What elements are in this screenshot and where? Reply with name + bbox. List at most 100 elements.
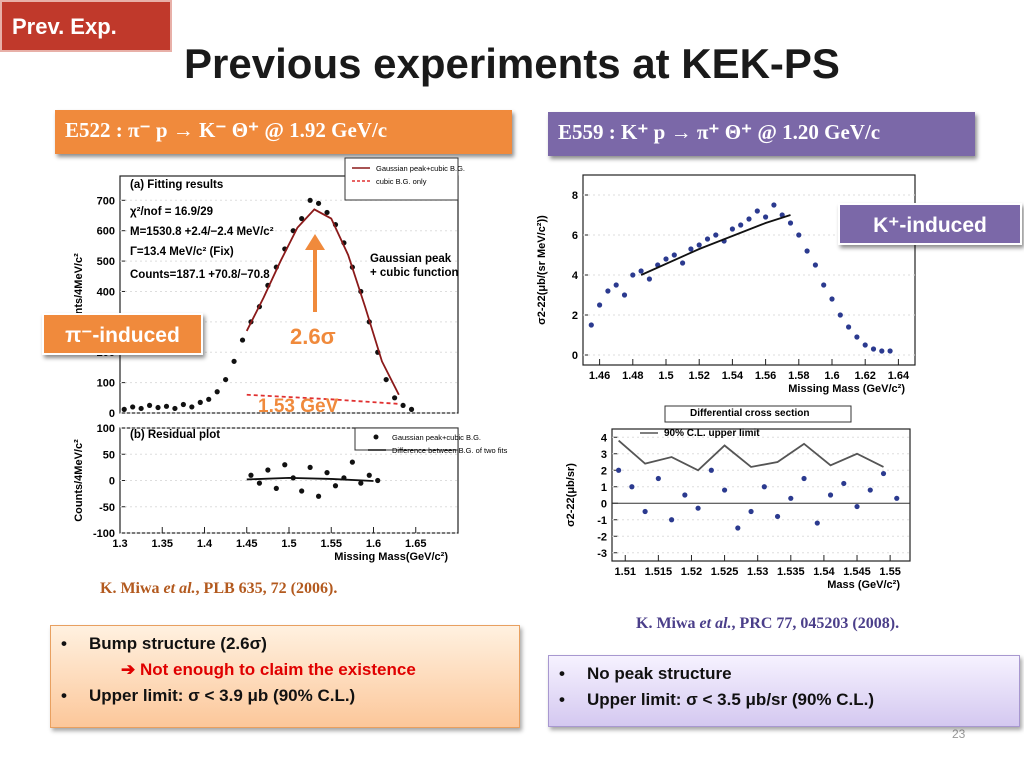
slide-title: Previous experiments at KEK-PS (184, 40, 840, 87)
data-point (738, 222, 744, 228)
y-tick-label: -3 (597, 548, 607, 560)
data-point (223, 376, 229, 383)
x-tick-label: 1.48 (622, 370, 643, 382)
bullet-text: No peak structure (587, 664, 732, 683)
y-tick-label: 500 (97, 256, 115, 268)
data-point (696, 242, 702, 248)
data-point (315, 200, 322, 206)
plot-annotation: χ²/nof = 16.9/29 (130, 206, 213, 218)
y-tick-label: -100 (93, 528, 115, 540)
x-tick-label: 1.58 (788, 370, 809, 382)
data-point (837, 312, 843, 318)
plot-annotation: M=1530.8 +2.4/−2.4 MeV/c² (130, 226, 274, 238)
x-tick-label: 1.35 (152, 538, 173, 550)
data-point (400, 402, 406, 409)
data-point (695, 505, 701, 511)
data-point (172, 405, 178, 412)
data-point (688, 246, 694, 252)
x-tick-label: 1.525 (711, 566, 739, 578)
section-tag: Prev. Exp. (0, 0, 172, 52)
x-tick-label: 1.65 (405, 538, 426, 550)
x-tick-label: 1.4 (197, 538, 213, 550)
data-point (669, 517, 675, 523)
data-point (854, 334, 860, 340)
y-tick-label: 2 (572, 310, 578, 322)
x-tick-label: 1.51 (615, 566, 636, 578)
x-tick-label: 1.545 (843, 566, 871, 578)
data-point (358, 480, 364, 486)
y-tick-label: 1 (601, 482, 607, 494)
data-point (597, 302, 603, 308)
data-point (315, 493, 322, 499)
data-point (121, 406, 127, 412)
data-point (663, 256, 669, 262)
x-tick-label: 1.52 (688, 370, 709, 382)
data-point (763, 214, 769, 220)
x-tick-label: 1.54 (722, 370, 744, 382)
bullet: • Upper limit: σ < 3.9 μb (90% C.L.) (61, 686, 356, 705)
data-point (231, 358, 237, 364)
data-point (273, 485, 279, 491)
x-tick-label: 1.3 (112, 538, 127, 550)
data-point (735, 525, 741, 531)
data-point (180, 401, 186, 408)
x-axis-label: Missing Mass (GeV/c²) (788, 383, 905, 395)
data-point (804, 248, 810, 254)
data-point (746, 216, 752, 222)
bullet-text: Upper limit: σ < 3.5 μb/sr (90% C.L.) (587, 690, 875, 709)
y-tick-label: 2 (601, 465, 607, 477)
data-point (655, 475, 661, 482)
data-point (349, 459, 355, 465)
data-point (324, 209, 330, 216)
data-point (812, 262, 819, 268)
x-axis-label: Missing Mass(GeV/c²) (334, 551, 448, 563)
data-point (721, 487, 728, 493)
data-point (299, 488, 305, 494)
data-point (638, 268, 644, 274)
legend-label: Gaussian peak+cubic B.G. (376, 164, 465, 173)
data-point (248, 472, 254, 478)
data-point (704, 236, 711, 242)
legend-box (354, 427, 459, 451)
right-bullets: • No peak structure • Upper limit: σ < 3.5… (548, 655, 1020, 727)
legend-label: 90% C.L. upper limit (664, 428, 760, 439)
sub-bullet: ➔ Not enough to claim the existence (121, 660, 416, 679)
et-al: et al. (699, 615, 732, 632)
x-tick-label: 1.6 (366, 538, 381, 550)
data-point (729, 226, 736, 232)
x-tick-label: 1.515 (645, 566, 673, 578)
y-tick-label: 8 (572, 190, 578, 202)
x-tick-label: 1.5 (281, 538, 296, 550)
x-axis-label: Mass (GeV/c²) (827, 579, 900, 591)
data-point (307, 464, 313, 470)
series-line (245, 208, 400, 396)
data-point (307, 197, 313, 203)
data-point (801, 475, 807, 482)
y-tick-label: 600 (97, 226, 115, 238)
series-line (640, 214, 791, 276)
data-point (605, 288, 611, 294)
x-tick-label: 1.6 (824, 370, 839, 382)
x-tick-label: 1.535 (777, 566, 805, 578)
data-point (383, 376, 389, 383)
data-point (629, 484, 635, 490)
left-header: E522 : π⁻ p → K⁻ Θ⁺ @ 1.92 GeV/c (55, 110, 512, 154)
left-label: π⁻-induced (42, 313, 203, 355)
data-point (299, 215, 305, 222)
right-label: K⁺-induced (838, 203, 1022, 245)
mass-annotation: 1.53 GeV (258, 396, 339, 417)
author: K. Miwa (100, 580, 164, 597)
y-tick-label: 0 (572, 350, 578, 362)
y-tick-label: 400 (97, 286, 115, 298)
data-point (708, 467, 714, 473)
bullet: • No peak structure (559, 664, 732, 683)
data-point (265, 467, 271, 473)
data-point (256, 480, 263, 486)
y-tick-label: 0 (109, 476, 115, 488)
y-tick-label: -2 (597, 531, 607, 543)
data-point (887, 348, 893, 354)
data-point (332, 483, 339, 489)
right-citation: K. Miwa et al., PRC 77, 045203 (2008). (636, 615, 899, 633)
